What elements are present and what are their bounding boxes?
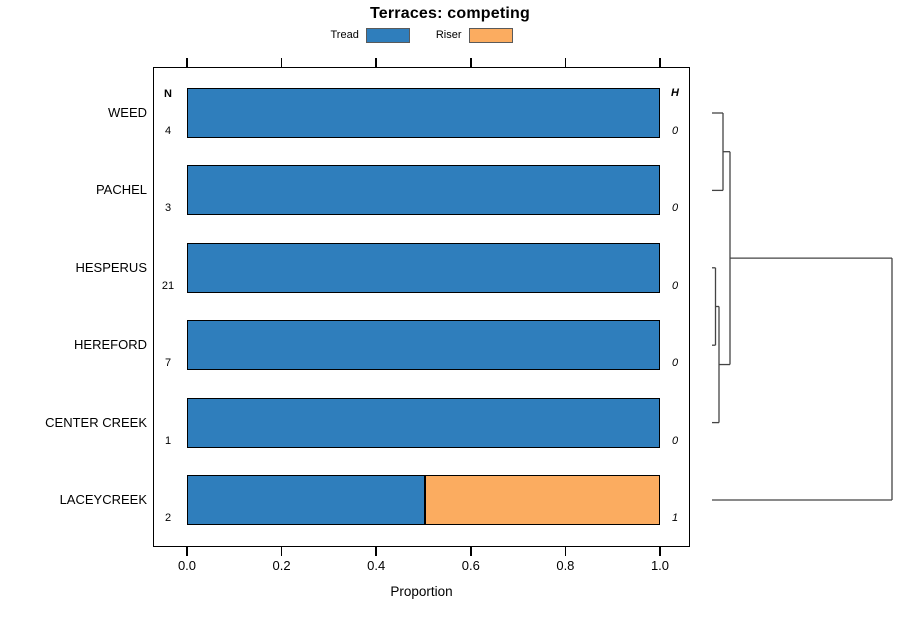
h-value: 0 bbox=[671, 357, 679, 370]
legend-item-tread: Tread bbox=[330, 27, 410, 43]
plot-box bbox=[153, 67, 690, 547]
bar-row bbox=[187, 242, 660, 293]
x-axis-tick-top bbox=[186, 58, 188, 67]
x-axis-label: Proportion bbox=[390, 584, 453, 599]
bar-segment-tread bbox=[188, 398, 659, 447]
bar-row bbox=[187, 320, 660, 371]
x-axis-tick-bottom bbox=[470, 547, 472, 556]
bar-row bbox=[187, 475, 660, 525]
h-value: 1 bbox=[671, 512, 679, 524]
chart-title: Terraces: competing bbox=[370, 5, 530, 22]
x-axis-tick-bottom bbox=[375, 547, 377, 556]
x-axis-tick-top bbox=[470, 58, 472, 67]
category-label: HESPERUS bbox=[75, 259, 147, 275]
x-axis-tick-label: 0.6 bbox=[461, 558, 480, 573]
h-value: 0 bbox=[671, 202, 679, 215]
n-value: 2 bbox=[164, 512, 172, 524]
x-axis-tick-label: 0.2 bbox=[272, 558, 291, 573]
n-value: 7 bbox=[164, 357, 172, 370]
x-axis-tick-label: 0.4 bbox=[367, 558, 386, 573]
bar-segment-tread bbox=[188, 321, 659, 370]
category-label: CENTER CREEK bbox=[45, 414, 147, 430]
x-axis-tick-bottom bbox=[659, 547, 661, 556]
bar-row bbox=[187, 88, 660, 138]
legend: Tread Riser bbox=[153, 26, 690, 44]
h-value: 0 bbox=[671, 279, 679, 292]
bar-segment-tread bbox=[188, 243, 659, 292]
legend-item-riser: Riser bbox=[435, 27, 513, 43]
x-axis-tick-bottom bbox=[186, 547, 188, 556]
x-axis-tick-top bbox=[659, 58, 661, 67]
h-value: 0 bbox=[671, 125, 679, 137]
n-column-header: N bbox=[164, 88, 172, 100]
bar-row bbox=[187, 397, 660, 448]
legend-label-tread: Tread bbox=[330, 29, 359, 41]
x-axis-tick-label: 1.0 bbox=[650, 558, 670, 573]
bar-row bbox=[187, 165, 660, 216]
category-label: PACHEL bbox=[95, 182, 147, 198]
n-value: 3 bbox=[164, 202, 172, 215]
h-column-header: H bbox=[671, 87, 679, 99]
bar-segment-tread bbox=[188, 166, 659, 215]
legend-swatch-tread bbox=[365, 27, 410, 43]
x-axis-tick-top bbox=[564, 58, 567, 67]
legend-swatch-riser bbox=[468, 27, 513, 43]
n-value: 21 bbox=[161, 279, 175, 292]
x-axis-tick-label: 0.0 bbox=[177, 558, 197, 573]
x-axis-tick-top bbox=[375, 58, 377, 67]
x-axis-tick-bottom bbox=[564, 547, 567, 556]
n-value: 1 bbox=[164, 434, 172, 447]
x-axis-tick-top bbox=[280, 58, 283, 67]
h-value: 0 bbox=[671, 434, 679, 447]
x-axis-tick-label: 0.8 bbox=[556, 558, 575, 573]
bar-segment-tread bbox=[188, 89, 659, 137]
x-axis-tick-bottom bbox=[280, 547, 283, 556]
legend-label-riser: Riser bbox=[435, 29, 462, 41]
category-label: LACEYCREEK bbox=[59, 492, 147, 507]
n-value: 4 bbox=[164, 125, 172, 137]
bar-segment-riser bbox=[423, 476, 659, 524]
category-label: WEED bbox=[108, 105, 147, 120]
bar-segment-tread bbox=[188, 476, 424, 524]
category-label: HEREFORD bbox=[74, 337, 147, 353]
